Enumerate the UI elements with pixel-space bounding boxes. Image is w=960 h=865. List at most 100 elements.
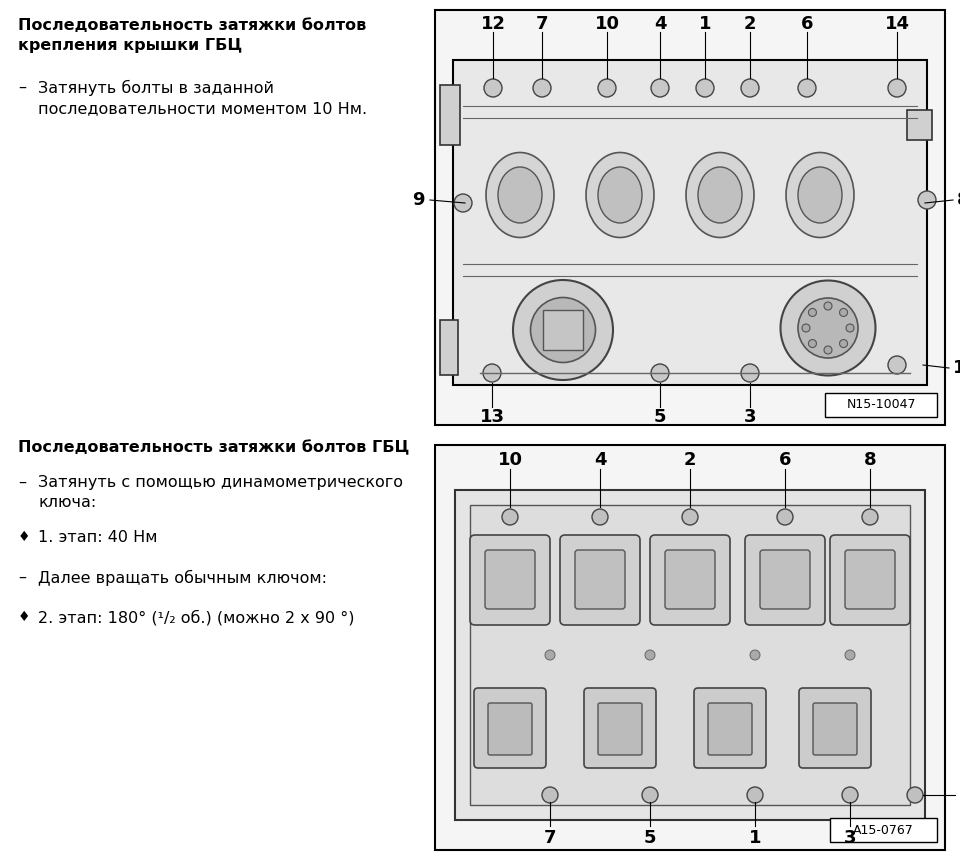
- Circle shape: [824, 346, 832, 354]
- Ellipse shape: [686, 152, 754, 238]
- Circle shape: [642, 787, 658, 803]
- Text: Последовательность затяжки болтов ГБЦ: Последовательность затяжки болтов ГБЦ: [18, 440, 409, 456]
- Circle shape: [741, 364, 759, 382]
- FancyBboxPatch shape: [485, 550, 535, 609]
- Ellipse shape: [513, 280, 613, 380]
- Circle shape: [907, 787, 923, 803]
- Circle shape: [842, 787, 858, 803]
- Bar: [470, 505, 910, 805]
- Text: 1: 1: [699, 15, 711, 33]
- Text: ♦: ♦: [18, 610, 31, 624]
- Text: Последовательность затяжки болтов
крепления крышки ГБЦ: Последовательность затяжки болтов крепле…: [18, 18, 367, 53]
- Text: –: –: [18, 80, 26, 95]
- Text: 4: 4: [593, 451, 607, 469]
- Circle shape: [808, 340, 816, 348]
- Ellipse shape: [786, 152, 854, 238]
- Text: A15-0767: A15-0767: [852, 823, 913, 836]
- Circle shape: [798, 79, 816, 97]
- Circle shape: [651, 79, 669, 97]
- Circle shape: [598, 79, 616, 97]
- Circle shape: [484, 79, 502, 97]
- Circle shape: [741, 79, 759, 97]
- Bar: [440, 320, 458, 375]
- Circle shape: [750, 650, 760, 660]
- Circle shape: [918, 191, 936, 209]
- Circle shape: [888, 356, 906, 374]
- Bar: [453, 60, 927, 385]
- Circle shape: [592, 509, 608, 525]
- Circle shape: [840, 309, 848, 317]
- Text: 7: 7: [543, 829, 556, 847]
- Circle shape: [651, 364, 669, 382]
- FancyBboxPatch shape: [708, 703, 752, 755]
- FancyBboxPatch shape: [665, 550, 715, 609]
- Circle shape: [808, 309, 816, 317]
- Text: 4: 4: [654, 15, 666, 33]
- FancyBboxPatch shape: [799, 688, 871, 768]
- Text: 8: 8: [864, 451, 876, 469]
- Text: 2: 2: [744, 15, 756, 33]
- Text: 11: 11: [953, 359, 960, 377]
- Text: 14: 14: [884, 15, 909, 33]
- Ellipse shape: [698, 167, 742, 223]
- Bar: [435, 10, 945, 425]
- FancyBboxPatch shape: [830, 535, 910, 625]
- Bar: [455, 490, 925, 820]
- Text: 12: 12: [481, 15, 506, 33]
- Text: 3: 3: [844, 829, 856, 847]
- Text: 9: 9: [959, 786, 960, 804]
- Text: 6: 6: [801, 15, 813, 33]
- Circle shape: [542, 787, 558, 803]
- Text: 5: 5: [654, 408, 666, 426]
- Text: ♦: ♦: [18, 530, 31, 544]
- Text: 7: 7: [536, 15, 548, 33]
- Circle shape: [682, 509, 698, 525]
- Text: 6: 6: [779, 451, 791, 469]
- FancyBboxPatch shape: [745, 535, 825, 625]
- FancyBboxPatch shape: [560, 535, 640, 625]
- Circle shape: [483, 364, 501, 382]
- Circle shape: [454, 194, 472, 212]
- Circle shape: [545, 650, 555, 660]
- Ellipse shape: [780, 280, 876, 375]
- Text: 10: 10: [594, 15, 619, 33]
- FancyBboxPatch shape: [470, 535, 550, 625]
- Ellipse shape: [598, 167, 642, 223]
- Circle shape: [824, 302, 832, 310]
- Circle shape: [845, 650, 855, 660]
- Ellipse shape: [586, 152, 654, 238]
- Circle shape: [862, 509, 878, 525]
- FancyBboxPatch shape: [845, 550, 895, 609]
- Circle shape: [777, 509, 793, 525]
- Bar: [830, 818, 937, 842]
- Bar: [435, 445, 945, 850]
- Text: 10: 10: [497, 451, 522, 469]
- Text: 3: 3: [744, 408, 756, 426]
- Circle shape: [888, 79, 906, 97]
- FancyBboxPatch shape: [694, 688, 766, 768]
- Bar: [825, 393, 937, 417]
- Text: Далее вращать обычным ключом:: Далее вращать обычным ключом:: [38, 570, 327, 586]
- Circle shape: [840, 340, 848, 348]
- FancyBboxPatch shape: [598, 703, 642, 755]
- Bar: [907, 110, 932, 140]
- Text: 1: 1: [749, 829, 761, 847]
- Ellipse shape: [798, 167, 842, 223]
- Ellipse shape: [498, 167, 542, 223]
- Circle shape: [802, 324, 810, 332]
- FancyBboxPatch shape: [584, 688, 656, 768]
- Ellipse shape: [486, 152, 554, 238]
- Circle shape: [645, 650, 655, 660]
- FancyBboxPatch shape: [474, 688, 546, 768]
- Bar: [543, 310, 583, 350]
- Circle shape: [533, 79, 551, 97]
- Text: 5: 5: [644, 829, 657, 847]
- Text: 13: 13: [479, 408, 505, 426]
- FancyBboxPatch shape: [650, 535, 730, 625]
- FancyBboxPatch shape: [575, 550, 625, 609]
- Circle shape: [502, 509, 518, 525]
- Circle shape: [846, 324, 854, 332]
- Text: Затянуть с помощью динамометрического
ключа:: Затянуть с помощью динамометрического кл…: [38, 475, 403, 509]
- Ellipse shape: [798, 298, 858, 358]
- Circle shape: [696, 79, 714, 97]
